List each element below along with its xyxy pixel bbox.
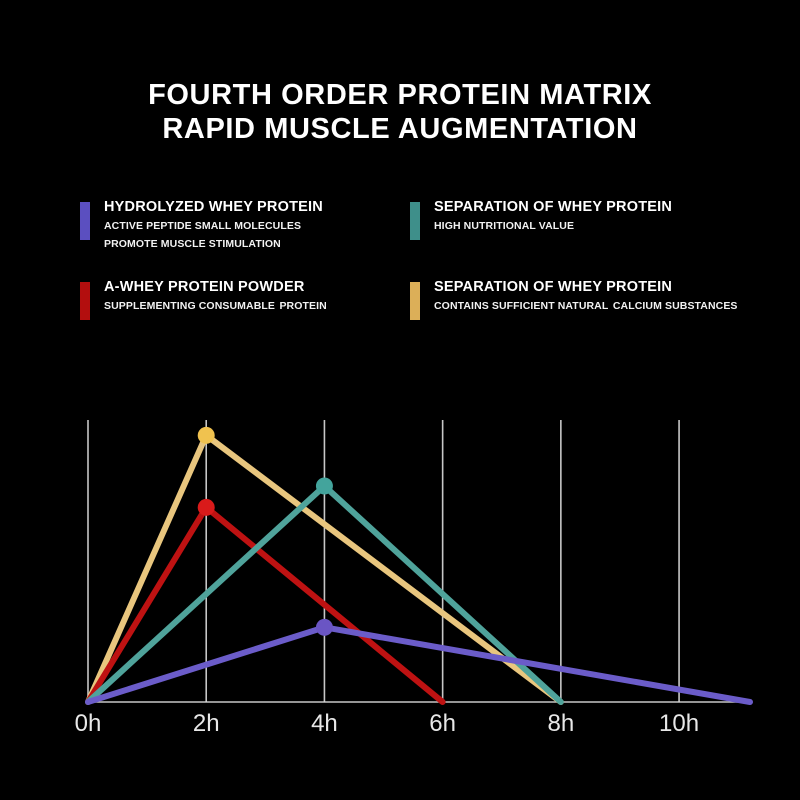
title-line-2: RAPID MUSCLE AUGMENTATION: [162, 113, 638, 145]
legend-text-group: SEPARATION OF WHEY PROTEIN CONTAINS SUFF…: [434, 278, 740, 314]
x-axis-label-10h: 10h: [659, 710, 700, 737]
legend-swatch-icon: [80, 202, 90, 240]
legend-text-group: HYDROLYZED WHEY PROTEIN ACTIVE PEPTIDE S…: [104, 198, 410, 252]
legend-item-hydrolyzed-whey-protein[interactable]: HYDROLYZED WHEY PROTEIN ACTIVE PEPTIDE S…: [80, 198, 410, 278]
legend-text-group: SEPARATION OF WHEY PROTEIN HIGH NUTRITIO…: [434, 198, 740, 234]
legend-item-title: HYDROLYZED WHEY PROTEIN: [104, 199, 323, 215]
legend-item-separation-whey-nutrition[interactable]: SEPARATION OF WHEY PROTEIN HIGH NUTRITIO…: [410, 198, 740, 278]
legend-item-desc-line-1: SUPPLEMENTING CONSUMABLE: [104, 300, 275, 312]
x-axis-label-2h: 2h: [192, 710, 220, 737]
legend-item-title: SEPARATION OF WHEY PROTEIN: [434, 279, 673, 295]
legend-item-a-whey-protein-powder[interactable]: A-WHEY PROTEIN POWDER SUPPLEMENTING CONS…: [80, 278, 410, 358]
x-axis-label-0h: 0h: [74, 710, 102, 737]
x-axis-label-8h: 8h: [547, 710, 575, 737]
legend-swatch-icon: [410, 282, 420, 320]
legend-item-desc-line-1: CONTAINS SUFFICIENT NATURAL: [434, 300, 609, 312]
page-title: FOURTH ORDER PROTEIN MATRIX RAPID MUSCLE…: [0, 78, 800, 146]
legend-swatch-icon: [410, 202, 420, 240]
series-line-3: [85, 624, 753, 705]
legend-item-desc-line-2: PROTEIN: [279, 300, 327, 312]
legend-item-desc-line-2: PROMOTE MUSCLE STIMULATION: [104, 238, 281, 250]
x-axis-label-4h: 4h: [311, 710, 338, 737]
legend-text-group: A-WHEY PROTEIN POWDER SUPPLEMENTING CONS…: [104, 278, 410, 314]
data-point-marker-3[interactable]: [315, 618, 333, 636]
legend-item-title: SEPARATION OF WHEY PROTEIN: [434, 199, 673, 215]
data-point-marker-0[interactable]: [197, 426, 215, 444]
legend-item-desc-line-1: HIGH NUTRITIONAL VALUE: [434, 220, 575, 232]
chart-container: [0, 400, 800, 800]
x-axis-tick-labels: 0h 2h 4h 6h 8h 10h: [0, 710, 800, 750]
legend-item-desc-line-2: CALCIUM SUBSTANCES: [612, 300, 738, 312]
legend-item-separation-whey-calcium[interactable]: SEPARATION OF WHEY PROTEIN CONTAINS SUFF…: [410, 278, 740, 358]
x-axis-label-6h: 6h: [429, 710, 456, 737]
legend-item-title: A-WHEY PROTEIN POWDER: [104, 279, 305, 295]
title-line-1: FOURTH ORDER PROTEIN MATRIX: [148, 79, 652, 111]
legend: HYDROLYZED WHEY PROTEIN ACTIVE PEPTIDE S…: [80, 198, 740, 358]
data-point-marker-2[interactable]: [315, 477, 333, 495]
legend-item-desc-line-1: ACTIVE PEPTIDE SMALL MOLECULES: [104, 220, 302, 232]
data-point-marker-1[interactable]: [197, 498, 215, 516]
line-chart: [85, 420, 753, 705]
legend-swatch-icon: [80, 282, 90, 320]
